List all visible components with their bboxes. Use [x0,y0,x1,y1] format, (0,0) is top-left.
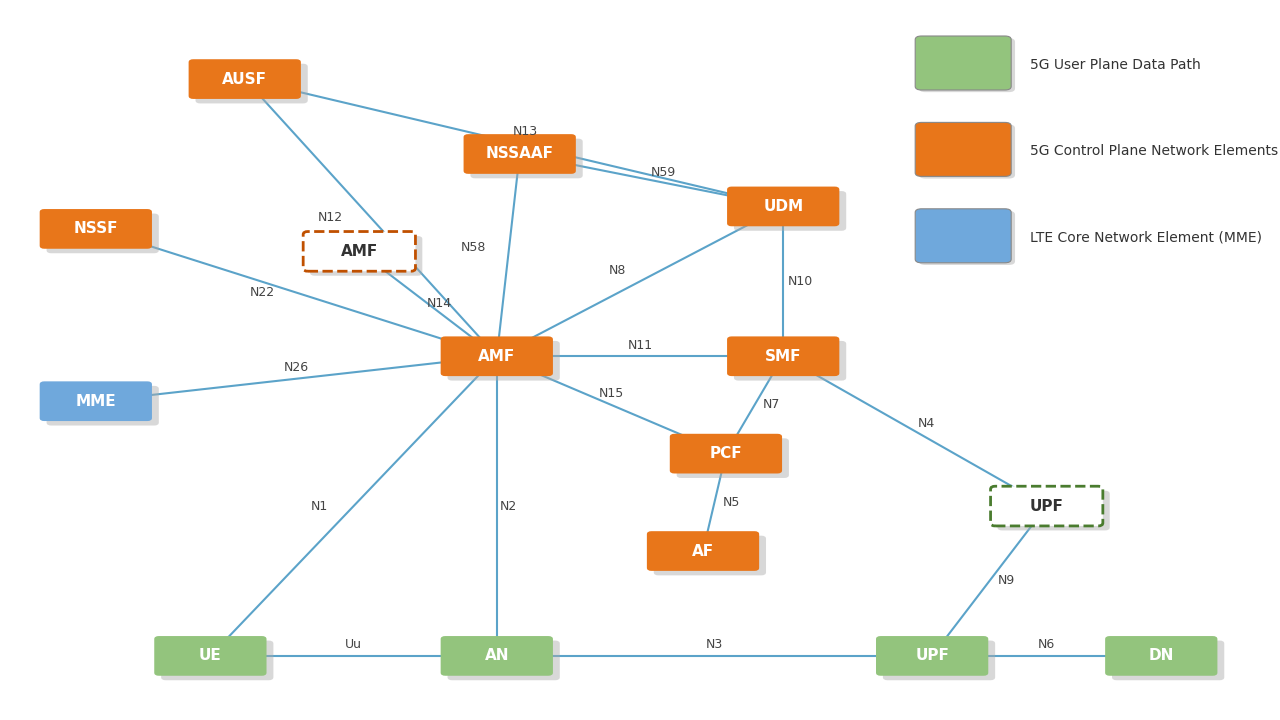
Text: UPF: UPF [915,649,948,663]
FancyBboxPatch shape [155,636,266,676]
FancyBboxPatch shape [46,386,159,426]
FancyBboxPatch shape [1112,641,1224,680]
Text: N10: N10 [787,275,813,288]
Text: N59: N59 [650,166,676,179]
Text: N5: N5 [723,496,740,509]
Text: 5G Control Plane Network Elements: 5G Control Plane Network Elements [1030,144,1279,158]
Text: AUSF: AUSF [223,71,268,86]
FancyBboxPatch shape [196,64,307,104]
Text: UE: UE [198,649,221,663]
Text: AN: AN [485,649,509,663]
Text: NSSF: NSSF [73,222,118,236]
FancyBboxPatch shape [669,433,782,474]
FancyBboxPatch shape [997,491,1110,531]
FancyBboxPatch shape [677,438,788,478]
Text: UDM: UDM [763,199,804,214]
FancyBboxPatch shape [40,382,152,421]
Text: PCF: PCF [709,446,742,461]
FancyBboxPatch shape [1105,636,1217,676]
Text: MME: MME [76,394,116,409]
FancyBboxPatch shape [727,336,840,376]
Text: LTE Core Network Element (MME): LTE Core Network Element (MME) [1030,230,1262,245]
Text: N7: N7 [763,398,781,411]
FancyBboxPatch shape [310,236,422,276]
FancyBboxPatch shape [40,209,152,248]
Text: 5G User Plane Data Path: 5G User Plane Data Path [1030,58,1201,72]
Text: N26: N26 [284,361,308,374]
Text: N22: N22 [250,286,274,299]
FancyBboxPatch shape [876,636,988,676]
Text: N1: N1 [311,500,328,513]
FancyBboxPatch shape [188,59,301,99]
Text: N4: N4 [918,417,934,430]
Text: N9: N9 [998,575,1015,588]
Text: N58: N58 [461,241,486,254]
FancyBboxPatch shape [733,341,846,381]
Text: Uu: Uu [346,638,362,651]
Text: AF: AF [692,544,714,559]
FancyBboxPatch shape [733,191,846,231]
Text: UPF: UPF [1030,498,1064,513]
Text: DN: DN [1148,649,1174,663]
Text: N14: N14 [428,297,452,310]
Text: AMF: AMF [340,244,378,259]
Text: N12: N12 [319,211,343,224]
FancyBboxPatch shape [471,139,582,179]
Text: N6: N6 [1038,638,1055,651]
FancyBboxPatch shape [654,536,765,575]
FancyBboxPatch shape [448,341,559,381]
FancyBboxPatch shape [303,232,416,271]
Text: N11: N11 [627,338,653,351]
FancyBboxPatch shape [161,641,274,680]
FancyBboxPatch shape [883,641,995,680]
FancyBboxPatch shape [463,134,576,174]
FancyBboxPatch shape [727,186,840,226]
Text: N8: N8 [608,264,626,276]
FancyBboxPatch shape [991,486,1103,526]
Text: N13: N13 [513,125,538,138]
Text: N3: N3 [705,638,723,651]
Text: N2: N2 [499,500,517,513]
FancyBboxPatch shape [46,214,159,253]
Text: SMF: SMF [765,348,801,364]
Text: N15: N15 [599,387,623,400]
FancyBboxPatch shape [646,531,759,571]
FancyBboxPatch shape [440,336,553,376]
FancyBboxPatch shape [448,641,559,680]
FancyBboxPatch shape [440,636,553,676]
Text: NSSAAF: NSSAAF [485,146,554,161]
Text: AMF: AMF [479,348,516,364]
